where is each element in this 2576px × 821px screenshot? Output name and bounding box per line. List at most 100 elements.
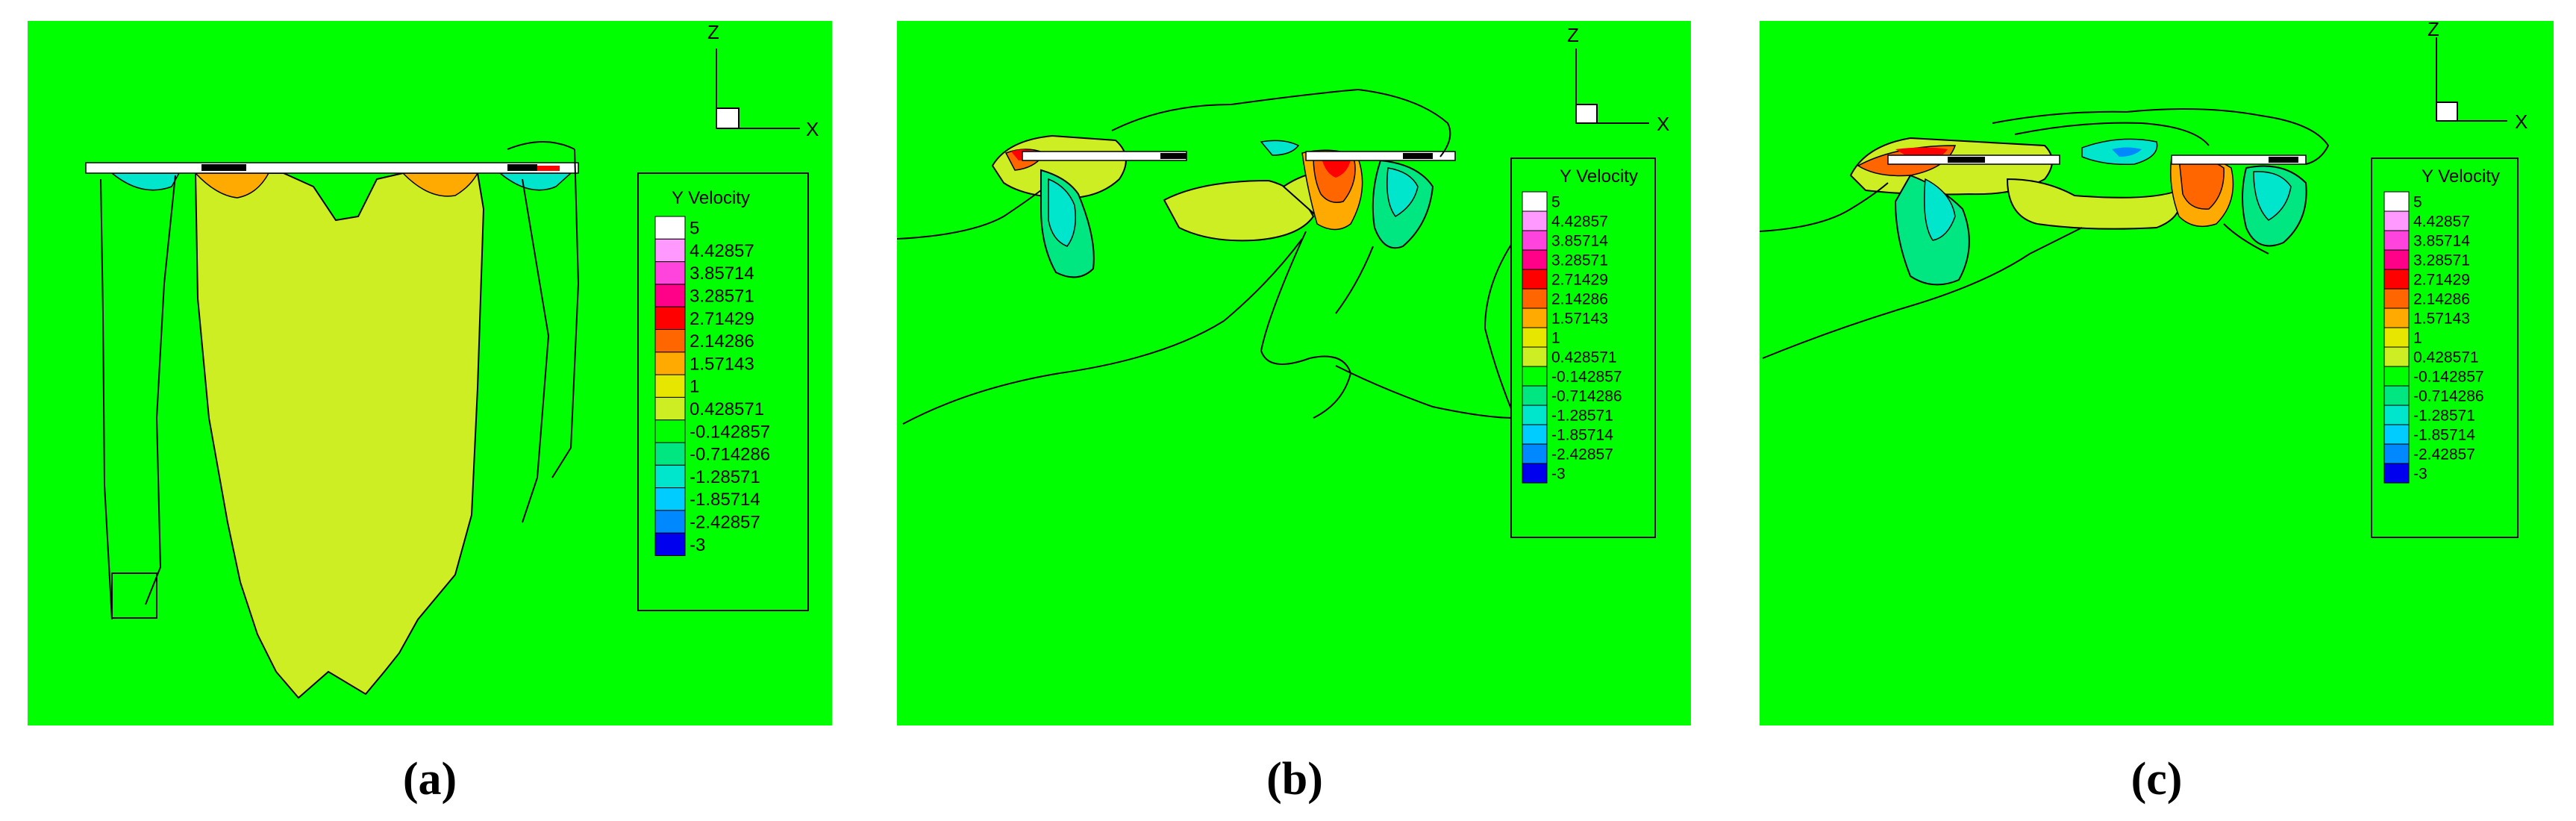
panel-a-contour-line <box>522 178 550 523</box>
panel-c-dark-spot-right <box>2269 157 2298 163</box>
panel-b-legend-level-label: -2.42857 <box>1551 446 1613 463</box>
panel-b-legend-swatch <box>1522 269 1548 290</box>
panel-b-legend-swatch <box>1522 463 1548 484</box>
panel-c-legend-level-label: -1.28571 <box>2413 407 2475 424</box>
panel-b-legend-swatch <box>1522 443 1548 464</box>
panel-a-blue-right <box>498 172 572 191</box>
panel-c-legend-level-label: 3.85714 <box>2413 232 2470 249</box>
panel-b-legend-level-label: 4.42857 <box>1551 213 1608 230</box>
panel-b-legend-swatch <box>1522 308 1548 328</box>
panel-b-legend-level-label: -0.714286 <box>1551 387 1622 405</box>
panel-b-legend-level-label: 1.57143 <box>1551 310 1608 327</box>
panel-b-legend-swatch <box>1522 327 1548 348</box>
panel-a-red-spot <box>537 166 560 171</box>
panel-a-legend-swatch <box>654 487 686 511</box>
panel-b-axis-origin-box <box>1575 104 1598 124</box>
panel-a-legend-swatch <box>654 464 686 489</box>
panel-b-contour-line <box>896 190 1042 240</box>
panel-b-legend-swatch <box>1522 366 1548 387</box>
panel-b-cyan-mid <box>1260 140 1300 156</box>
panel-c-cyan-right <box>2253 171 2292 221</box>
panel-a-contour-line <box>111 572 157 619</box>
panel-c: Z X Y Velocity (c) <box>1759 18 2554 805</box>
panel-a-legend-level-label: 1.57143 <box>690 354 754 374</box>
panel-c-axis-z-label: Z <box>2427 18 2439 40</box>
panel-a-legend-swatch <box>654 352 686 375</box>
panel-a-axis-origin-box <box>716 107 740 129</box>
panel-b-caption: (b) <box>1266 754 1323 805</box>
panel-a-legend-swatch <box>654 238 686 263</box>
panel-c-axis-origin-box <box>2436 102 2458 122</box>
panel-a-plume-notch <box>283 172 404 222</box>
panel-b-dark-spot-right <box>1403 153 1433 159</box>
panel-c-legend-swatch <box>2383 308 2410 328</box>
panel-b-legend-level-label: 2.71429 <box>1551 271 1608 288</box>
panel-a-legend-swatch <box>654 532 686 557</box>
panel-a-axis-z-label: Z <box>707 21 719 43</box>
panel-b-contour-line <box>1111 88 1451 157</box>
panel-b-legend-level-label: 3.28571 <box>1551 252 1608 269</box>
panel-c-plume-middle <box>2006 178 2181 230</box>
panel-c-legend-swatch <box>2383 424 2410 445</box>
panel-a-legend-level-label: 2.71429 <box>690 309 754 329</box>
panel-c-contour-line <box>2014 122 2210 146</box>
panel-a: Z X Y Velocity (a) <box>28 21 832 805</box>
panel-a-surface-band <box>85 162 579 174</box>
panel-a-legend-swatch <box>654 261 686 285</box>
panel-c-legend-level-label: 3.28571 <box>2413 252 2470 269</box>
panel-b-legend-level-label: 3.85714 <box>1551 232 1608 249</box>
panel-b-legend-swatch <box>1522 405 1548 425</box>
panel-c-legend-swatch <box>2383 346 2410 367</box>
panel-b-legend-swatch <box>1522 424 1548 445</box>
panel-c-legend-level-label: -0.142857 <box>2413 368 2484 385</box>
panel-a-legend-level-label: 0.428571 <box>690 399 764 419</box>
panel-a-legend-swatch <box>654 306 686 331</box>
legend-items: 54.428573.857143.285712.714292.142861.57… <box>654 191 2484 557</box>
panel-c-legend-swatch <box>2383 366 2410 387</box>
panel-a-legend-level-label: 5 <box>690 219 699 239</box>
panel-b-cyan-left <box>1048 178 1076 247</box>
panel-c-contour-line <box>2223 223 2269 255</box>
panel-b-legend-title: Y Velocity <box>1560 166 1638 187</box>
panel-b-legend-level-label: 1 <box>1551 329 1560 346</box>
panel-c-axis-x-label: X <box>2515 110 2527 133</box>
panel-b-legend-level-label: 0.428571 <box>1551 349 1617 366</box>
panel-b-plume-middle <box>1163 179 1315 242</box>
panel-c-contour-line <box>1992 108 2330 165</box>
panel-c-legend-level-label: 1.57143 <box>2413 310 2470 327</box>
panel-b-legend-level-label: -1.85714 <box>1551 426 1613 443</box>
panel-a-legend-swatch <box>654 374 686 398</box>
panel-a-plume-region <box>194 172 485 699</box>
panel-c-legend-swatch <box>2383 210 2410 231</box>
panel-c-legend-level-label: 5 <box>2413 193 2422 210</box>
panel-a-legend-swatch <box>654 216 686 240</box>
panel-b-axis-z-label: Z <box>1567 24 1579 46</box>
panel-c-legend-swatch <box>2383 249 2410 270</box>
panel-c-legend-level-label: -2.42857 <box>2413 446 2475 463</box>
panel-a-legend-title: Y Velocity <box>672 188 750 208</box>
panel-b-legend-swatch <box>1522 230 1548 251</box>
panel-b-legend-swatch <box>1522 249 1548 270</box>
panel-a-legend-swatch <box>654 510 686 534</box>
panel-a-legend-swatch <box>654 396 686 421</box>
panel-a-dark-spot-left <box>201 164 246 171</box>
panel-b-axis-x-label: X <box>1657 113 1669 135</box>
panel-a-contour-line <box>145 175 176 605</box>
panel-a-blue-left <box>110 172 181 191</box>
panel-a-legend-level-label: 1 <box>690 377 699 397</box>
panel-a-contour-line <box>507 141 575 150</box>
panel-c-legend-swatch <box>2383 405 2410 425</box>
panel-a-legend-level-label: -0.142857 <box>690 422 770 442</box>
panel-a-caption: (a) <box>403 754 457 805</box>
panel-c-legend-swatch <box>2383 191 2410 212</box>
panel-c-legend-level-label: -0.714286 <box>2413 387 2484 405</box>
panel-b-legend-swatch <box>1522 346 1548 367</box>
panel-a-legend-level-label: 3.28571 <box>690 287 754 307</box>
panel-c-legend-title: Y Velocity <box>2422 166 2500 187</box>
panel-a-legend-level-label: 4.42857 <box>690 241 754 261</box>
panel-a-legend-level-label: -3 <box>690 535 705 555</box>
panel-c-legend-swatch <box>2383 288 2410 309</box>
panel-c-legend-level-label: -1.85714 <box>2413 426 2475 443</box>
panel-a-legend-swatch <box>654 419 686 443</box>
